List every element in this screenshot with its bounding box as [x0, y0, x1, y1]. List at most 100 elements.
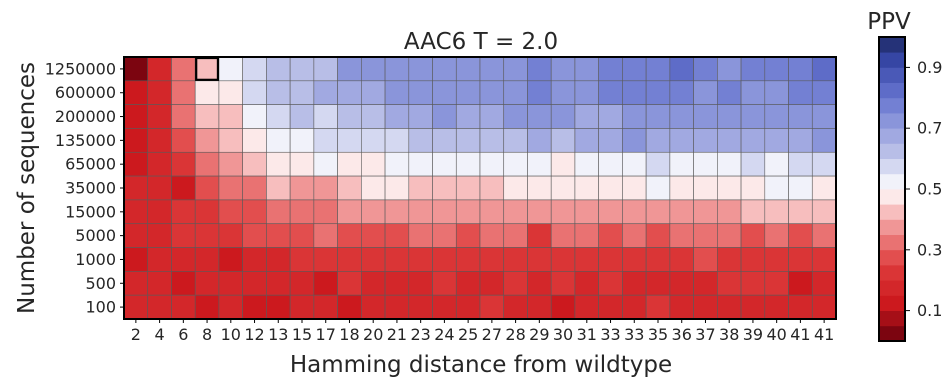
heatmap-cell: [550, 247, 576, 272]
heatmap-cell: [289, 271, 315, 296]
heatmap-cell: [740, 199, 766, 225]
heatmap-cell: [337, 294, 362, 320]
heatmap-cell: [527, 175, 552, 201]
heatmap-cell: [218, 56, 243, 82]
heatmap-cell: [527, 199, 552, 225]
x-tick-label: 24: [434, 325, 454, 344]
heatmap-cell: [622, 247, 647, 272]
y-axis-label: Number of sequences: [14, 62, 40, 314]
heatmap-cell: [266, 294, 291, 320]
heatmap-cell: [171, 104, 196, 129]
heatmap-cell: [242, 294, 267, 320]
heatmap-cell: [764, 294, 789, 320]
heatmap-cell: [194, 199, 220, 225]
x-tick-label: 28: [505, 325, 525, 344]
x-tick-label: 37: [695, 325, 715, 344]
heatmap-cell: [432, 128, 457, 153]
heatmap-cell: [408, 271, 433, 296]
heatmap-cell: [740, 104, 766, 129]
heatmap-cell: [313, 247, 338, 272]
heatmap-cell: [645, 128, 671, 153]
heatmap-cell: [693, 247, 718, 272]
heatmap-cell: [622, 199, 647, 225]
heatmap-cell: [717, 294, 742, 320]
heatmap-cell: [455, 104, 481, 129]
colorbar-segment: [879, 219, 905, 235]
x-tick-label: 2: [131, 325, 141, 344]
colorbar: [879, 37, 905, 342]
heatmap-cell: [266, 271, 291, 296]
heatmap-cell: [503, 247, 528, 272]
heatmap-cell: [622, 56, 647, 82]
heatmap-cell: [361, 80, 386, 105]
heatmap-cell: [455, 56, 481, 82]
heatmap-cell: [218, 247, 243, 272]
heatmap-cell: [432, 247, 457, 272]
heatmap-cell: [408, 151, 433, 177]
heatmap-cell: [432, 223, 457, 248]
x-tick-label: 40: [766, 325, 786, 344]
y-tick-label: 600000: [55, 83, 116, 102]
heatmap-cell: [337, 175, 362, 201]
heatmap-cell: [669, 175, 694, 201]
heatmap-cell: [717, 151, 742, 177]
heatmap-cell: [527, 128, 552, 153]
heatmap-cell: [811, 294, 837, 320]
heatmap-cell: [693, 199, 718, 225]
heatmap-cell: [266, 175, 291, 201]
colorbar-tick-label: 0.1: [917, 301, 942, 320]
heatmap-cell: [194, 151, 220, 177]
heatmap-cell: [242, 271, 267, 296]
heatmap-cell: [432, 271, 457, 296]
heatmap-cell: [289, 104, 315, 129]
heatmap-cell: [717, 247, 742, 272]
heatmap-cell: [645, 175, 671, 201]
heatmap-cell: [622, 104, 647, 129]
heatmap-cell: [123, 247, 149, 272]
heatmap-cell: [289, 199, 315, 225]
heatmap-cell: [811, 151, 837, 177]
heatmap-cell: [455, 151, 481, 177]
colorbar-segment: [879, 295, 905, 311]
heatmap-cell: [289, 223, 315, 248]
heatmap-cell: [194, 223, 220, 248]
heatmap-cell: [574, 223, 599, 248]
heatmap-cell: [811, 56, 837, 82]
heatmap-cell: [408, 199, 433, 225]
heatmap-cell: [218, 151, 243, 177]
heatmap-cell: [717, 271, 742, 296]
colorbar-segment: [879, 249, 905, 266]
heatmap-cell: [740, 294, 766, 320]
heatmap-cell: [811, 247, 837, 272]
heatmap-cell: [266, 223, 291, 248]
heatmap-cell: [171, 223, 196, 248]
heatmap-cell: [123, 56, 149, 82]
heatmap-cell: [479, 175, 505, 201]
colorbar-segment: [879, 204, 905, 220]
heatmap-cell: [598, 271, 623, 296]
heatmap-cell: [432, 56, 457, 82]
heatmap-cell: [266, 56, 291, 82]
heatmap-cell: [503, 104, 528, 129]
heatmap-cell: [361, 175, 386, 201]
heatmap-cell: [123, 80, 149, 105]
heatmap-cell: [717, 175, 742, 201]
heatmap-cell: [550, 151, 576, 177]
heatmap-cell: [432, 151, 457, 177]
heatmap-cell: [550, 104, 576, 129]
heatmap-cell: [218, 80, 243, 105]
heatmap-cell: [598, 175, 623, 201]
heatmap-cell: [147, 56, 172, 82]
heatmap-cell: [622, 175, 647, 201]
heatmap-cell: [171, 199, 196, 225]
heatmap-cell: [740, 80, 766, 105]
heatmap-cell: [645, 271, 671, 296]
heatmap-cell: [669, 80, 694, 105]
y-tick-label: 5000: [75, 226, 116, 245]
heatmap-cells: [123, 56, 837, 320]
y-tick-label: 135000: [55, 131, 116, 150]
heatmap-cell: [479, 151, 505, 177]
heatmap-cell: [194, 294, 220, 320]
heatmap-cell: [337, 56, 362, 82]
